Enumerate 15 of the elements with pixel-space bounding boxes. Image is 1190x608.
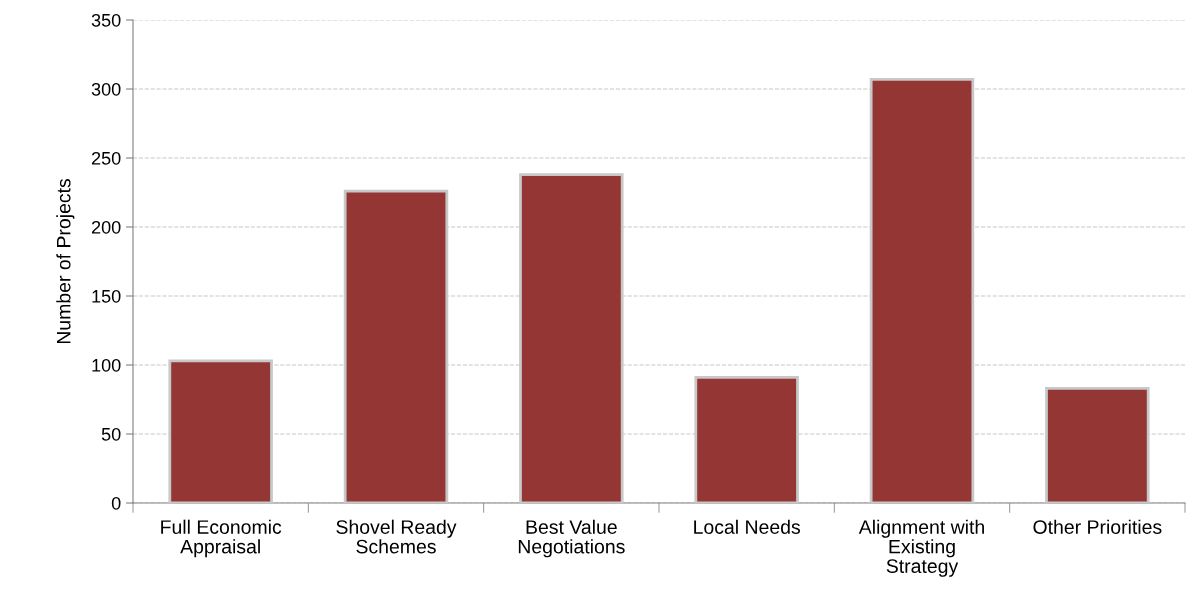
x-tick-label: Alignment with Existing Strategy (858, 519, 984, 577)
y-tick-label: 350 (91, 13, 121, 27)
y-tick-label: 250 (91, 151, 121, 165)
y-axis-title: Number of Projects (56, 178, 75, 344)
y-tick-label: 50 (101, 427, 121, 441)
y-tick-label: 200 (91, 220, 121, 234)
y-tick-label: 0 (111, 496, 121, 510)
x-tick-label: Shovel Ready Schemes (336, 519, 457, 554)
y-tick-label: 100 (92, 358, 121, 372)
x-tick-label: Local Needs (694, 519, 801, 534)
y-tick-label: 150 (92, 289, 121, 303)
x-tick-label: Best Value Negotiations (518, 519, 625, 558)
y-tick-label: 300 (91, 82, 121, 96)
x-tick-label: Other Priorities (1033, 519, 1162, 534)
x-tick-label: Full Economic Appraisal (161, 519, 282, 558)
